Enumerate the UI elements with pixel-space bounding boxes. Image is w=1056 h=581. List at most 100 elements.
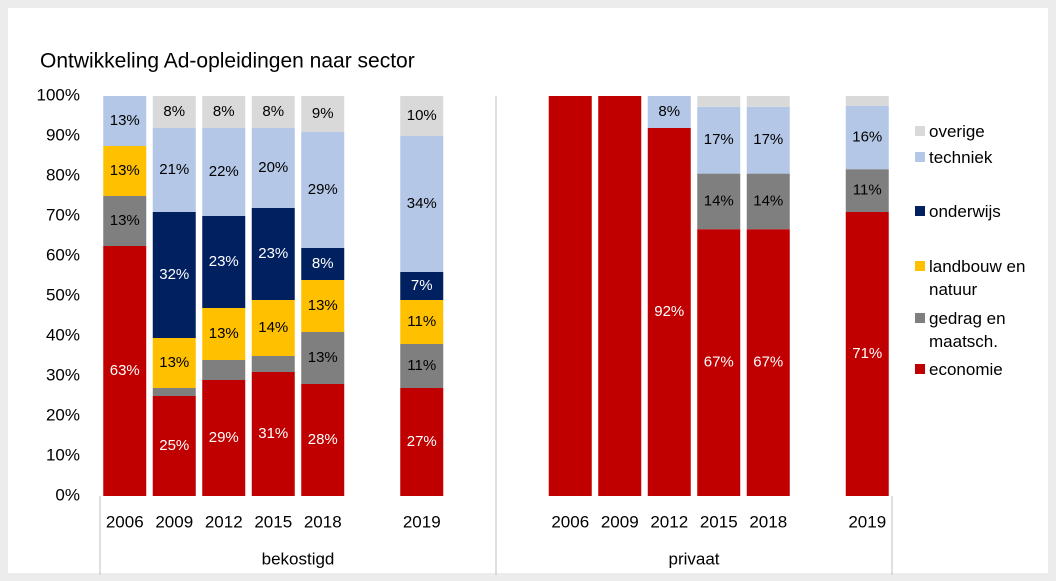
bar-segment — [697, 173, 741, 230]
data-label: 13% — [159, 354, 189, 371]
bar-segment — [301, 132, 345, 248]
legend-swatch — [915, 261, 925, 271]
data-label: 8% — [163, 103, 185, 120]
data-label: 13% — [308, 349, 338, 366]
data-label: 20% — [258, 159, 288, 176]
y-tick-label: 50% — [46, 285, 80, 304]
bar-segment — [400, 388, 444, 496]
data-label: 23% — [258, 245, 288, 262]
data-label: 11% — [407, 357, 436, 374]
legend-item: onderwijs — [915, 200, 1033, 223]
chart-title: Ontwikkeling Ad-opleidingen naar sector — [40, 50, 415, 73]
bar-segment — [152, 96, 196, 128]
bar-segment — [202, 308, 246, 360]
data-label: 67% — [753, 354, 783, 371]
data-label: 13% — [110, 162, 140, 179]
data-label: 31% — [258, 425, 288, 442]
bar-segment — [202, 128, 246, 216]
legend-label: onderwijs — [929, 202, 1001, 221]
data-label: 29% — [308, 181, 338, 198]
bar-segment — [251, 372, 295, 496]
y-tick-label: 30% — [46, 365, 80, 384]
x-tick-label: 2006 — [106, 512, 144, 531]
bar-segment — [103, 246, 147, 496]
data-label: 11% — [853, 182, 882, 199]
data-label: 92% — [654, 303, 684, 320]
data-label: 14% — [258, 319, 288, 336]
data-label: 7% — [411, 277, 433, 294]
data-label: 21% — [159, 161, 189, 178]
data-label: 9% — [312, 105, 334, 122]
data-label: 32% — [159, 266, 189, 283]
y-tick-label: 20% — [46, 405, 80, 424]
bar-segment — [301, 332, 345, 384]
x-tick-label: 2012 — [650, 512, 688, 531]
data-label: 8% — [312, 255, 334, 272]
y-tick-label: 0% — [55, 485, 80, 504]
legend-item: overige — [915, 120, 1033, 143]
x-tick-label: 2006 — [551, 512, 589, 531]
x-tick-label: 2018 — [749, 512, 787, 531]
bar-segment — [697, 96, 741, 107]
bar-segment — [845, 96, 889, 106]
x-tick-label: 2012 — [205, 512, 243, 531]
bar-segment — [647, 96, 691, 128]
legend-label: economie — [929, 360, 1003, 379]
legend-label: overige — [929, 122, 985, 141]
bar-segment — [152, 338, 196, 388]
y-tick-label: 70% — [46, 205, 80, 224]
legend-label: techniek — [929, 148, 993, 167]
bar-segment — [152, 212, 196, 338]
legend-swatch — [915, 364, 925, 374]
bar-segment — [697, 229, 741, 496]
bar-segment — [746, 106, 790, 174]
x-tick-label: 2015 — [254, 512, 292, 531]
data-label: 22% — [209, 163, 239, 180]
group-label: privaat — [668, 549, 719, 568]
data-label: 10% — [407, 107, 437, 124]
bar-segment — [202, 360, 246, 380]
bar-segment — [400, 344, 444, 388]
bar-segment — [251, 128, 295, 208]
bar-segment — [251, 300, 295, 356]
data-label: 17% — [753, 131, 783, 148]
bar-segment — [400, 300, 444, 344]
legend-swatch — [915, 206, 925, 216]
bar-segment — [400, 96, 444, 136]
bar-segment — [400, 272, 444, 300]
bar-segment — [598, 96, 642, 496]
bar-segment — [152, 388, 196, 396]
bar-segment — [400, 136, 444, 272]
y-tick-label: 80% — [46, 165, 80, 184]
x-tick-label: 2009 — [155, 512, 193, 531]
bar-segment — [746, 173, 790, 230]
bar-segment — [202, 96, 246, 128]
bar-segment — [697, 106, 741, 174]
x-tick-label: 2009 — [601, 512, 639, 531]
data-label: 8% — [213, 103, 235, 120]
legend-swatch — [915, 126, 925, 136]
data-label: 13% — [308, 297, 338, 314]
legend-item: economie — [915, 358, 1033, 381]
data-label: 71% — [852, 345, 882, 362]
legend-swatch — [915, 313, 925, 323]
group-label: bekostigd — [262, 549, 335, 568]
bar-segment — [845, 106, 889, 170]
data-label: 27% — [407, 433, 437, 450]
bar-segment — [746, 229, 790, 496]
bar-segment — [301, 384, 345, 496]
bar-segment — [152, 128, 196, 212]
data-label: 14% — [753, 192, 783, 209]
data-label: 25% — [159, 437, 189, 454]
legend-item: techniek — [915, 146, 1033, 169]
x-tick-label: 2019 — [848, 512, 886, 531]
data-label: 13% — [110, 112, 140, 129]
data-label: 34% — [407, 195, 437, 212]
data-label: 8% — [262, 103, 284, 120]
data-label: 28% — [308, 431, 338, 448]
bar-segment — [152, 396, 196, 496]
data-label: 17% — [704, 131, 734, 148]
data-label: 8% — [658, 103, 680, 120]
